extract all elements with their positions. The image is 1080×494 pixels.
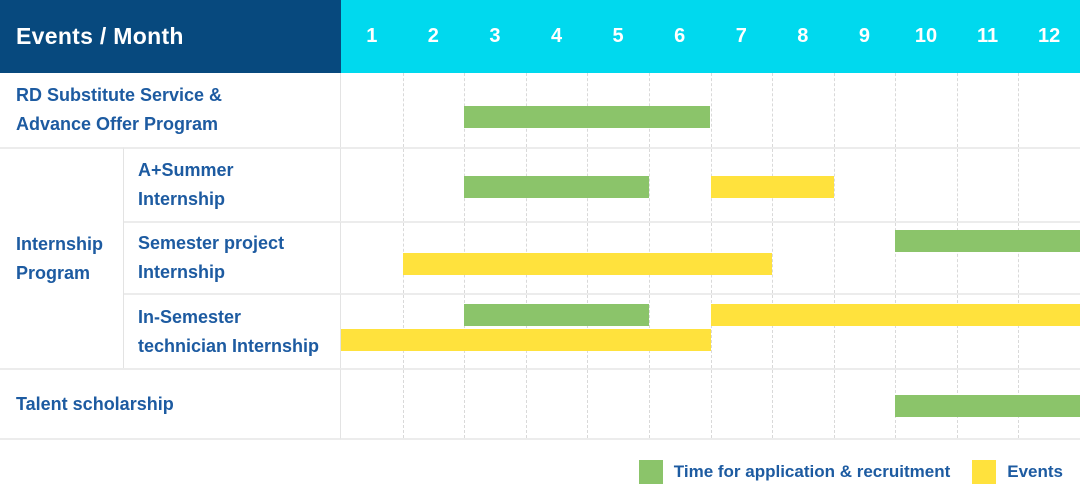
month-gridline	[1018, 223, 1020, 293]
chart-row-in-semester-technician-internship	[341, 293, 1080, 368]
month-gridline	[772, 295, 774, 368]
group-label-internship-program: Internship Program	[0, 147, 124, 368]
month-gridline	[833, 223, 835, 293]
row-label-line: RD Substitute Service &	[16, 85, 223, 105]
month-gridline	[648, 149, 650, 221]
month-gridline	[710, 370, 712, 438]
month-label: 4	[550, 25, 563, 47]
chart-row-a-plus-summer-internship	[341, 147, 1080, 221]
gantt-bar-events	[402, 253, 773, 275]
month-gridline	[772, 370, 774, 438]
month-gridline	[772, 73, 774, 147]
month-gridline	[464, 370, 466, 438]
legend-label: Time for application & recruitment	[673, 462, 951, 481]
row-label-line: In-Semester	[138, 306, 242, 327]
month-label: 1	[366, 25, 378, 47]
row-label-in-semester-technician-internship: In-Semester technician Internship	[124, 293, 341, 368]
month-gridline	[1018, 295, 1020, 368]
group-label-line: Program	[16, 262, 91, 283]
gantt-bar-events	[710, 176, 834, 198]
chart-row-rd-substitute-service	[341, 73, 1080, 147]
legend-item-application: Time for application & recruitment	[638, 460, 951, 484]
legend-swatch-application	[638, 460, 663, 484]
legend-item-events: Events	[972, 460, 1063, 484]
gantt-bar-events	[710, 304, 1080, 326]
row-label-line: Advance Offer Program	[16, 114, 219, 134]
month-label: 2	[427, 25, 439, 47]
chart-row-semester-project-internship	[341, 221, 1080, 293]
month-gridline	[402, 370, 404, 438]
header-corner-label: Events / Month	[16, 23, 184, 49]
month-gridline	[956, 295, 958, 368]
month-gridline	[648, 370, 650, 438]
schedule-table: Events / Month 1 2 3 4 5 6 7 8 9 10 11 12 RD Substi…	[0, 0, 1080, 440]
row-label-talent-scholarship: Talent scholarship	[0, 368, 341, 440]
month-header-row: 1 2 3 4 5 6 7 8 9 10 11 12	[341, 0, 1080, 73]
row-label-line: technician Internship	[138, 335, 320, 356]
month-gridline	[895, 223, 897, 293]
chart-row-talent-scholarship	[341, 368, 1080, 440]
month-label: 9	[858, 25, 870, 47]
row-label-line: Internship	[138, 262, 226, 282]
month-gridline	[402, 73, 404, 147]
month-label: 3	[489, 25, 501, 47]
group-label-line: Internship	[16, 233, 104, 254]
gantt-bar-application	[895, 395, 1080, 417]
month-label: 7	[735, 25, 747, 47]
header-corner-cell: Events / Month	[0, 0, 341, 73]
row-label-a-plus-summer-internship: A+Summer Internship	[124, 147, 341, 221]
gantt-bar-events	[341, 329, 711, 351]
month-gridline	[833, 370, 835, 438]
month-label: 10	[914, 25, 938, 47]
legend-swatch-events	[972, 460, 997, 484]
row-label-semester-project-internship: Semester project Internship	[124, 221, 341, 293]
month-gridline	[1018, 149, 1020, 221]
month-gridline	[956, 149, 958, 221]
month-gridline	[587, 370, 589, 438]
month-gridline	[895, 73, 897, 147]
month-gridline	[525, 370, 527, 438]
month-label: 12	[1038, 25, 1061, 47]
month-gridline	[895, 149, 897, 221]
row-label-line: Internship	[138, 189, 226, 209]
month-label: 5	[612, 25, 624, 47]
row-label-line: A+Summer	[138, 160, 234, 180]
month-label: 6	[674, 25, 686, 47]
gantt-bar-application	[895, 230, 1080, 252]
month-gridline	[710, 295, 712, 368]
row-label-line: Semester project	[138, 233, 285, 253]
month-gridline	[895, 295, 897, 368]
month-gridline	[833, 149, 835, 221]
month-gridline	[833, 295, 835, 368]
legend: Time for application & recruitment Events	[0, 460, 1080, 484]
month-gridline	[833, 73, 835, 147]
gantt-bar-application	[464, 304, 649, 326]
month-gridline	[956, 223, 958, 293]
legend-label: Events	[1007, 462, 1063, 481]
month-gridline	[772, 223, 774, 293]
gantt-bar-application	[464, 176, 649, 198]
month-gridline	[956, 73, 958, 147]
month-label: 11	[976, 25, 999, 47]
month-gridline	[710, 73, 712, 147]
gantt-bar-application	[464, 106, 711, 128]
row-label-line: Talent scholarship	[16, 393, 174, 414]
row-label-rd-substitute-service: RD Substitute Service & Advance Offer Pr…	[0, 73, 341, 147]
month-gridline	[402, 149, 404, 221]
month-label: 8	[797, 25, 809, 47]
month-gridline	[1018, 73, 1020, 147]
